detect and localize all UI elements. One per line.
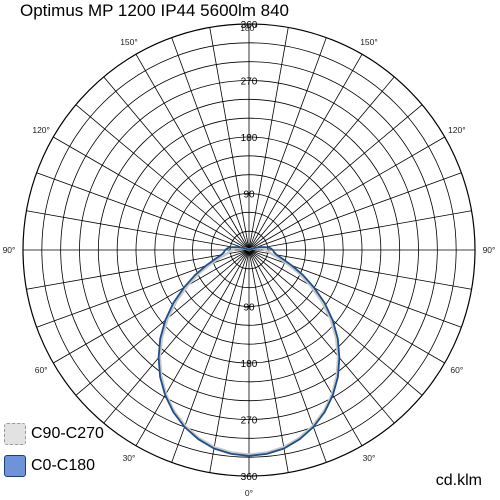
axis-labels: 180° 150° 120° 90° 60° 30° 0° 30° 60° 90° 120° 150°… — [3, 20, 496, 498]
angle-label: 0° — [245, 488, 253, 498]
grid-spoke — [248, 37, 327, 251]
grid-spoke — [135, 54, 250, 251]
angle-label: 180° — [240, 23, 258, 33]
angle-label: 120° — [32, 125, 50, 135]
radial-tick-label: 90 — [243, 190, 255, 201]
grid-spoke — [53, 249, 250, 364]
grid-spoke — [36, 249, 250, 328]
grid-spoke — [53, 136, 250, 251]
radial-tick-label: 270 — [241, 77, 258, 88]
grid-spoke — [26, 249, 250, 290]
angle-label: 150° — [120, 37, 138, 47]
chart-title: Optimus MP 1200 IP44 5600lm 840 — [20, 1, 290, 20]
radial-tick-label: 180 — [241, 133, 258, 144]
radial-tick-label: 360 — [241, 472, 258, 483]
angle-label: 150° — [360, 37, 378, 47]
radial-tick-label: 90 — [243, 303, 255, 314]
angle-label: 30° — [123, 453, 136, 463]
grid-spoke — [248, 249, 363, 446]
grid-spoke — [75, 104, 250, 251]
legend-swatch-c90-c270 — [4, 423, 26, 445]
grid-spoke — [26, 210, 250, 251]
angle-label: 60° — [450, 365, 463, 375]
grid-spoke — [248, 136, 445, 251]
legend-item-c90-c270: C90-C270 — [4, 422, 104, 446]
legend-label-c90-c270: C90-C270 — [31, 425, 104, 442]
legend-swatch-c0-c180 — [4, 455, 26, 477]
grid-spoke — [209, 27, 250, 251]
grid-spoke — [103, 249, 250, 424]
grid-spoke — [171, 249, 250, 463]
grid-spoke — [248, 76, 395, 251]
polar-grid — [22, 23, 476, 477]
legend-item-c0-c180: C0-C180 — [4, 454, 104, 478]
grid-spoke — [248, 249, 462, 328]
radial-tick-label: 180 — [241, 359, 258, 370]
grid-spoke — [248, 172, 462, 251]
grid-spoke — [248, 27, 289, 251]
grid-spoke — [209, 249, 250, 473]
grid-spoke — [248, 249, 445, 364]
angle-label: 120° — [448, 125, 466, 135]
grid-spoke — [248, 249, 327, 463]
grid-spoke — [248, 249, 395, 424]
curve-c90-c270 — [158, 246, 340, 456]
grid-spoke — [248, 249, 472, 290]
grid-spoke — [103, 76, 250, 251]
radial-tick-label: 360 — [241, 20, 258, 31]
grid-spoke — [248, 210, 472, 251]
radial-tick-label: 270 — [241, 416, 258, 427]
angle-label: 30° — [363, 453, 376, 463]
unit-label: cd.klm — [435, 472, 482, 489]
grid-spoke — [248, 249, 289, 473]
grid-spoke — [248, 104, 423, 251]
angle-label: 90° — [3, 245, 16, 255]
angle-label: 60° — [35, 365, 48, 375]
grid-spoke — [248, 54, 363, 251]
legend-label-c0-c180: C0-C180 — [31, 457, 96, 474]
grid-spoke — [248, 249, 423, 396]
legend: C90-C270 C0-C180 — [4, 422, 104, 486]
angle-label: 90° — [483, 245, 496, 255]
grid-spoke — [36, 172, 250, 251]
curve-c0-c180 — [157, 246, 341, 457]
grid-spoke — [135, 249, 250, 446]
intensity-curves — [157, 246, 341, 457]
grid-spoke — [171, 37, 250, 251]
grid-spoke — [75, 249, 250, 396]
